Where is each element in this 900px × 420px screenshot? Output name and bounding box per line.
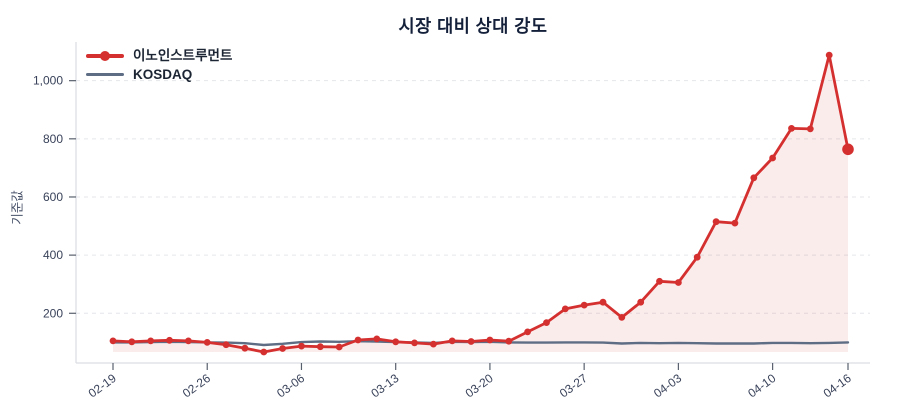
- x-tick-label: 03-13: [368, 371, 401, 401]
- data-point[interactable]: [467, 338, 475, 345]
- y-tick-label: 800: [43, 132, 63, 146]
- data-point[interactable]: [185, 337, 192, 345]
- chart-title: 시장 대비 상대 강도: [398, 16, 548, 36]
- data-point[interactable]: [316, 343, 324, 351]
- data-point[interactable]: [354, 336, 362, 344]
- data-point[interactable]: [693, 253, 701, 261]
- data-point[interactable]: [486, 336, 494, 344]
- data-point[interactable]: [505, 337, 513, 345]
- data-point[interactable]: [222, 341, 230, 349]
- data-point[interactable]: [825, 51, 833, 59]
- data-point[interactable]: [599, 298, 607, 306]
- data-point[interactable]: [524, 328, 531, 336]
- data-point[interactable]: [166, 336, 173, 344]
- data-point[interactable]: [260, 348, 268, 356]
- y-tick-label: 200: [43, 306, 63, 320]
- data-point[interactable]: [448, 337, 456, 345]
- x-tick-label: 03-20: [463, 371, 496, 401]
- data-point[interactable]: [806, 125, 814, 133]
- chart-legend: 이노인스트루먼트 KOSDAQ: [86, 49, 232, 81]
- data-point[interactable]: [580, 301, 588, 309]
- x-tick-label: 04-10: [745, 371, 778, 401]
- series-line-innoinstrument[interactable]: [111, 53, 850, 354]
- data-point[interactable]: [543, 319, 550, 326]
- data-point[interactable]: [712, 218, 720, 226]
- data-point[interactable]: [373, 335, 381, 343]
- data-point[interactable]: [241, 344, 249, 352]
- legend-label-kosdaq: KOSDAQ: [133, 66, 193, 82]
- data-point[interactable]: [203, 339, 211, 346]
- legend-item-kosdaq[interactable]: KOSDAQ: [86, 66, 232, 82]
- data-point[interactable]: [411, 339, 418, 347]
- data-point[interactable]: [561, 305, 569, 313]
- data-point-last[interactable]: [842, 143, 854, 156]
- x-tick-label: 02-26: [180, 371, 213, 401]
- data-point[interactable]: [656, 277, 663, 285]
- y-tick-label: 400: [43, 248, 63, 262]
- data-point[interactable]: [769, 154, 776, 162]
- data-point[interactable]: [109, 337, 117, 345]
- y-tick-label: 600: [43, 190, 63, 204]
- data-point[interactable]: [298, 342, 305, 350]
- data-point[interactable]: [731, 219, 739, 227]
- data-point[interactable]: [392, 338, 400, 346]
- data-point[interactable]: [637, 298, 645, 306]
- x-tick-label: 02-19: [86, 371, 119, 401]
- data-point[interactable]: [618, 314, 626, 321]
- data-point[interactable]: [788, 124, 795, 132]
- legend-marker-dot: [100, 50, 110, 61]
- legend-line-with-dot-icon: [86, 50, 124, 62]
- data-point[interactable]: [750, 174, 758, 182]
- x-tick-label: 03-06: [274, 371, 307, 401]
- legend-label-innoinstrument: 이노인스트루먼트: [133, 48, 233, 63]
- data-point[interactable]: [128, 338, 136, 346]
- data-point[interactable]: [147, 337, 155, 345]
- x-tick-label: 03-27: [557, 371, 590, 401]
- legend-line-icon: [86, 68, 124, 80]
- series-area-fill: [113, 55, 848, 352]
- data-point[interactable]: [279, 345, 286, 352]
- data-point[interactable]: [675, 279, 682, 286]
- y-tick-label: 1,000: [33, 74, 63, 88]
- data-point[interactable]: [430, 340, 437, 348]
- legend-item-innoinstrument[interactable]: 이노인스트루먼트: [86, 49, 232, 63]
- x-tick-label: 04-16: [821, 371, 854, 401]
- x-tick-label: 04-03: [651, 371, 684, 401]
- data-point[interactable]: [335, 343, 343, 351]
